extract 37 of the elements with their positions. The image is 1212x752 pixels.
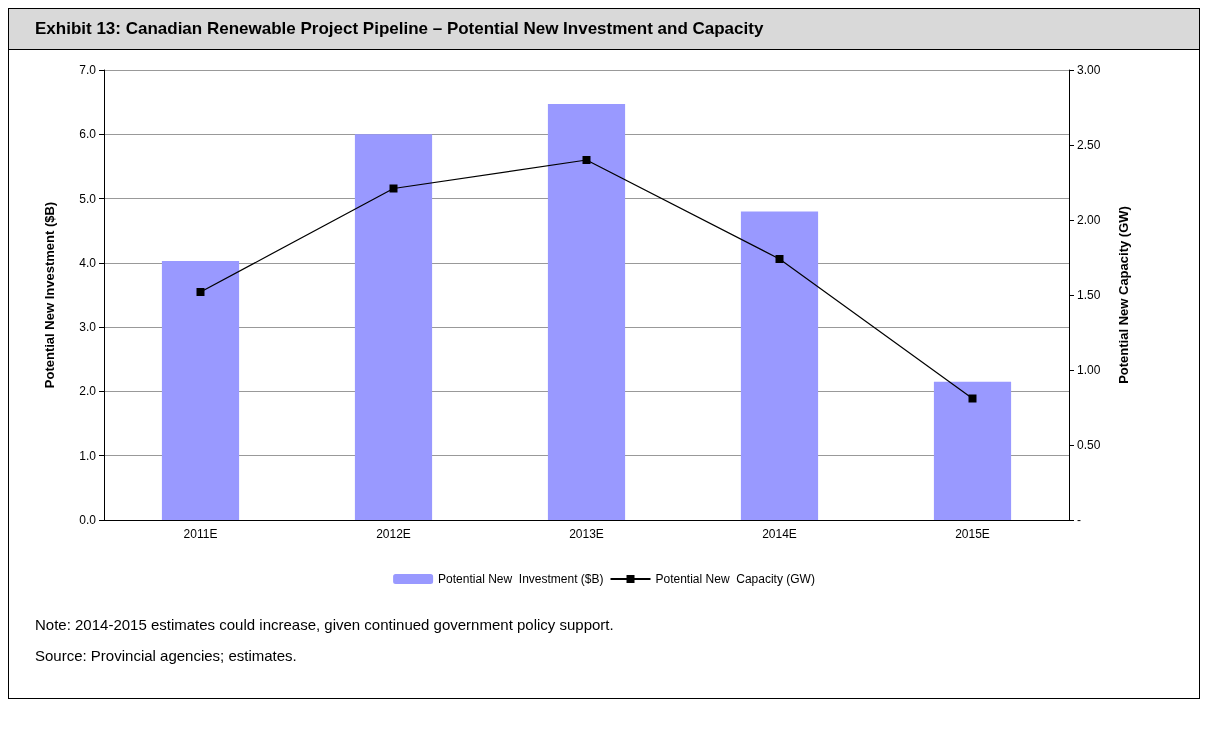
text: Note: 2014-2015 estimates could increase, given continued government policy support. (35, 616, 615, 633)
y-tick-label: 4.0 (79, 255, 97, 270)
point (389, 184, 398, 193)
bar (933, 381, 1012, 520)
x-tick-label: 2013E (569, 527, 604, 541)
y-tick-label: 1.0 (79, 448, 97, 463)
y2-tick-label: - (1077, 513, 1081, 527)
point (968, 394, 977, 403)
y2-axis-title: Potential New Capacity (GW) (1116, 206, 1131, 384)
y2-tick-label: 1.00 (1077, 363, 1101, 377)
y-tick-label: 5.0 (79, 191, 97, 206)
y2-tick-label: 2.00 (1077, 213, 1101, 227)
bar (354, 134, 433, 520)
y-axis-title: Potential New Investment ($B) (42, 201, 57, 389)
y-tick-label: 3.0 (79, 320, 97, 335)
bar (547, 104, 626, 520)
point (196, 288, 205, 296)
y-tick-label: 0.0 (79, 513, 97, 527)
x-tick-label: 2014E (762, 527, 797, 541)
point (775, 255, 784, 263)
source-note: Source: Provincial agencies; estimates. (35, 647, 298, 664)
y2-tick-label: 2.50 (1077, 138, 1101, 152)
point (582, 156, 591, 164)
y-tick-label: 7.0 (79, 63, 97, 77)
y-tick-label: 2.0 (79, 384, 97, 399)
x-tick-label: 2012E (376, 527, 411, 541)
legend-label: Potential New Capacity (GW) (655, 572, 815, 586)
x-tick-label: 2015E (955, 527, 990, 541)
y2-tick-label: 3.00 (1077, 63, 1101, 77)
chart-title: Exhibit 13: Canadian Renewable Project Pipeline – Potential New Investment and Capacity (9, 9, 1199, 50)
bar (161, 260, 240, 520)
y2-tick-label: 1.50 (1077, 288, 1101, 302)
y2-tick-label: 0.50 (1077, 438, 1101, 452)
y-tick-label: 6.0 (79, 127, 97, 142)
x-tick-label: 2011E (183, 527, 218, 541)
legend-label: Potential New Investment ($B) (438, 572, 604, 586)
bar (740, 211, 819, 520)
